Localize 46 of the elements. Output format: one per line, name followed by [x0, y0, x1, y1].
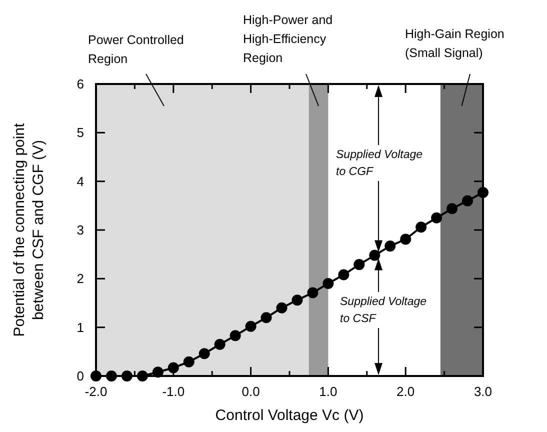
y-tick-label: 3: [76, 222, 84, 238]
point: [369, 250, 380, 261]
point: [307, 287, 318, 298]
point: [462, 195, 474, 206]
point: [121, 370, 132, 382]
band-label: High-Gain Region (Small Signal): [405, 27, 504, 60]
y-tick-label: 4: [76, 174, 84, 189]
y-tick-label: 0: [76, 368, 84, 384]
y-tick-label: 1: [76, 320, 84, 335]
point: [354, 259, 365, 270]
point: [183, 356, 194, 368]
x-tick-label: 3.0: [474, 384, 492, 399]
point: [214, 338, 226, 350]
y-tick-label: 2: [76, 271, 84, 286]
x-tick-label: 0.0: [242, 384, 260, 399]
point: [198, 348, 210, 360]
point: [90, 370, 102, 382]
x-tick-label: -2.0: [84, 384, 108, 399]
y-axis-title: Potential of the connecting point between CSF and CGF (V): [11, 122, 47, 337]
point: [478, 187, 488, 198]
band-label: Power Controlled Region: [88, 33, 184, 66]
annotation: Supplied Voltage to CSF: [340, 296, 427, 325]
band-label: High-Power and High-Efficiency Region: [243, 13, 333, 65]
point: [431, 212, 442, 224]
y-tick-label: 5: [76, 125, 84, 140]
point: [384, 240, 396, 252]
point: [230, 330, 241, 342]
point: [322, 278, 334, 290]
point: [260, 312, 272, 324]
point: [292, 294, 303, 306]
annotation: Supplied Voltage to CGF: [336, 149, 423, 178]
point: [106, 370, 117, 382]
point: [416, 222, 427, 233]
x-tick-label: -1.0: [162, 384, 185, 399]
point: [446, 203, 458, 214]
x-axis-title: Control Voltage Vc (V): [215, 407, 364, 424]
point: [168, 362, 179, 374]
x-tick-label: 2.0: [396, 384, 415, 399]
point: [276, 302, 288, 314]
point: [338, 269, 350, 280]
point: [152, 366, 164, 378]
point: [136, 370, 148, 382]
point: [245, 320, 256, 332]
y-tick-label: 6: [76, 76, 84, 92]
point: [400, 234, 412, 245]
x-tick-label: 1.0: [319, 384, 338, 399]
